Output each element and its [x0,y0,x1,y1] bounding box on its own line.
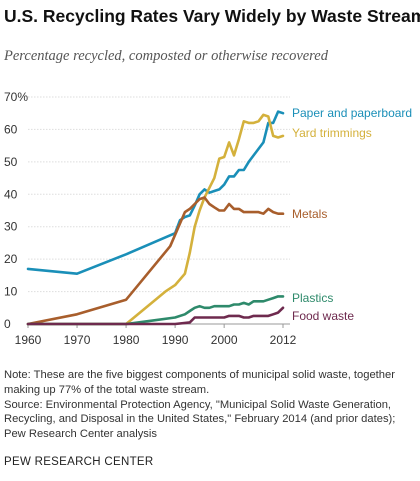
y-tick-label: 40 [4,187,18,201]
chart-title: U.S. Recycling Rates Vary Widely by Wast… [4,6,420,26]
y-tick-label: 50 [4,155,18,169]
line-chart: 0 10 20 30 40 50 60 70% 1960 1970 1980 1990 2000 201… [4,90,412,347]
y-axis-ticks: 0 10 20 30 40 50 60 70% [4,90,28,331]
source-line: Recycling, and Disposal in the United St… [4,413,396,426]
y-tick-label: 0 [4,317,11,331]
x-tick-label: 1970 [64,333,91,347]
y-tick-label: 10 [4,285,18,299]
series-line-plastics [26,295,285,326]
y-tick-label: 70% [4,90,28,104]
x-tick-label: 1980 [113,333,140,347]
y-tick-label: 30 [4,220,18,234]
series-label-paper-and-paperboard: Paper and paperboard [292,106,412,120]
gridlines [28,96,290,325]
series-label-food-waste: Food waste [292,309,354,323]
source-line: Source: Environmental Protection Agency,… [4,398,392,411]
series-label-metals: Metals [292,207,327,221]
series-labels: Paper and paperboard Yard trimmings Metals… [292,106,412,323]
chart-subtitle: Percentage recycled, composted or otherw… [4,48,328,64]
x-tick-label: 2000 [211,333,238,347]
series-line-paper-and-paperboard [26,110,285,275]
series-label-plastics: Plastics [292,291,333,305]
x-axis-ticks: 1960 1970 1980 1990 2000 2012 [15,324,297,347]
x-tick-label: 2012 [270,333,297,347]
x-tick-label: 1990 [162,333,189,347]
series-label-yard-trimmings: Yard trimmings [292,126,372,140]
series-line-food-waste [26,306,285,326]
note-line: making up 77% of the total waste stream. [4,383,210,396]
series-lines [26,110,285,326]
x-tick-label: 1960 [15,333,42,347]
series-line-yard-trimmings [26,113,285,326]
series-line-metals [26,196,285,326]
chart-notes: Note: These are the five biggest compone… [4,368,416,442]
y-tick-label: 60 [4,122,18,136]
brand-footer: PEW RESEARCH CENTER [4,456,154,468]
note-line: Note: These are the five biggest compone… [4,369,395,381]
source-line: Pew Research Center analysis [4,428,157,441]
y-tick-label: 20 [4,252,18,266]
